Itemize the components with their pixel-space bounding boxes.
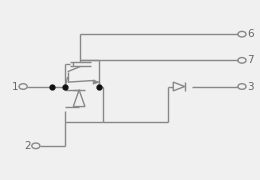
Text: 2: 2	[24, 141, 31, 151]
Polygon shape	[93, 80, 100, 84]
Text: 3: 3	[247, 82, 254, 91]
Text: 1: 1	[11, 82, 18, 91]
Text: 7: 7	[247, 55, 254, 65]
Text: 6: 6	[247, 29, 254, 39]
